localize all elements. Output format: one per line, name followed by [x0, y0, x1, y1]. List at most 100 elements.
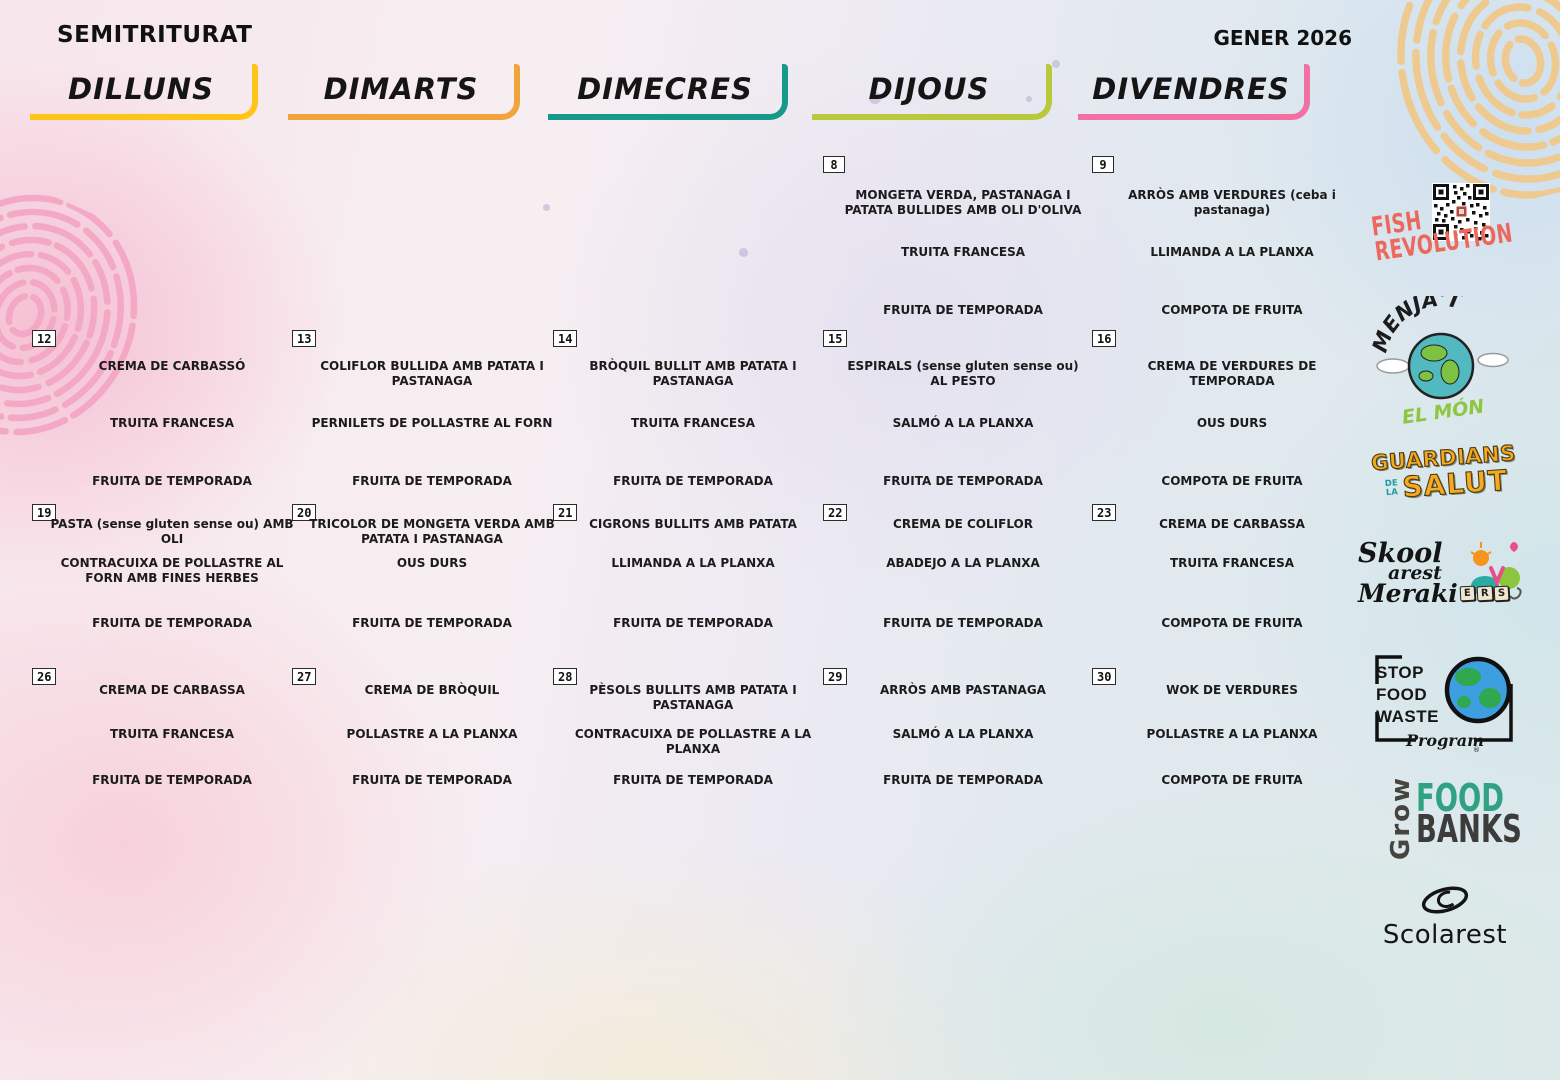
day-cell-29: 29 ARRÒS AMB PASTANAGA SALMÓ A LA PLANXA…: [823, 664, 1083, 836]
menu-dessert: FRUITA DE TEMPORADA: [883, 303, 1043, 317]
menu-second-course: CONTRACUIXA DE POLLASTRE AL FORN AMB FIN…: [60, 556, 284, 585]
menu-first-course: WOK DE VERDURES: [1166, 683, 1298, 697]
weekday-label: DIMARTS: [323, 72, 479, 106]
day-number-badge: 12: [32, 330, 57, 347]
cloud-left: [1376, 358, 1410, 374]
menu-second-course: TRUITA FRANCESA: [109, 727, 235, 741]
menu-first-course: CREMA DE VERDURES DE TEMPORADA: [1147, 359, 1317, 388]
day-cell-28: 28 PÈSOLS BULLITS AMB PATATA I PASTANAGA…: [553, 664, 813, 836]
menu-first-course: PASTA (sense gluten sense ou) AMB OLI: [50, 517, 294, 546]
stop-food-waste-logo: STOP FOOD WASTE Program ®: [1375, 655, 1513, 754]
day-cell-8: 8 MONGETA VERDA, PASTANAGA I PATATA BULL…: [823, 152, 1083, 324]
skool-text: Skool: [1358, 538, 1443, 569]
menu-first-course: CREMA DE BRÒQUIL: [364, 683, 500, 697]
menu-first-course: CREMA DE COLIFLOR: [893, 517, 1033, 531]
menu-first-course: ARRÒS AMB PASTANAGA: [880, 683, 1046, 697]
menu-second-course: SALMÓ A LA PLANXA: [892, 416, 1034, 430]
weekday-label: DIMECRES: [577, 72, 753, 106]
menu-dessert: FRUITA DE TEMPORADA: [352, 474, 512, 488]
registered-mark: ®: [1473, 746, 1480, 754]
day-cell-27: 27 CREMA DE BRÒQUIL POLLASTRE A LA PLANX…: [292, 664, 552, 836]
day-cell-21: 21 CIGRONS BULLITS AMB PATATA LLIMANDA A…: [553, 500, 813, 672]
menu-second-course: LLIMANDA A LA PLANXA: [1150, 245, 1314, 259]
weekday-label: DILLUNS: [68, 72, 214, 106]
key-r: R: [1476, 585, 1493, 602]
day-number-badge: 28: [553, 668, 578, 685]
day-cell-13: 13 COLIFLOR BULLIDA AMB PATATA I PASTANA…: [292, 326, 552, 498]
day-number-badge: 23: [1092, 504, 1117, 521]
day-number-badge: 15: [823, 330, 848, 347]
menu-second-course: TRUITA FRANCESA: [109, 416, 235, 430]
banks-text: BANKS: [1416, 807, 1522, 851]
day-cell-15: 15 ESPIRALS (sense gluten sense ou) AL P…: [823, 326, 1083, 498]
day-cell-30: 30 WOK DE VERDURES POLLASTRE A LA PLANXA…: [1092, 664, 1352, 836]
cloud-right: [1477, 352, 1509, 368]
day-number-badge: 22: [823, 504, 848, 521]
menu-first-course: CREMA DE CARBASSA: [99, 683, 245, 697]
day-number-badge: 19: [32, 504, 57, 521]
stop-text: STOP: [1376, 663, 1424, 682]
day-cell-26: 26 CREMA DE CARBASSA TRUITA FRANCESA FRU…: [32, 664, 292, 836]
key-e: E: [1459, 585, 1476, 602]
day-number-badge: 8: [823, 156, 845, 173]
watercolor-speckle: [1026, 96, 1032, 102]
menu-dessert: FRUITA DE TEMPORADA: [92, 616, 252, 630]
day-number-badge: 30: [1092, 668, 1117, 685]
heart-doodle: [1510, 542, 1518, 552]
menu-second-course: LLIMANDA A LA PLANXA: [611, 556, 775, 570]
menu-second-course: SALMÓ A LA PLANXA: [892, 727, 1034, 741]
guardians-de-la: DE LA: [1384, 478, 1399, 498]
menu-second-course: CONTRACUIXA DE POLLASTRE A LA PLANXA: [574, 727, 812, 756]
weekday-tab-dimarts: DIMARTS: [288, 64, 520, 120]
food-text: FOOD: [1376, 685, 1427, 704]
day-number-badge: 9: [1092, 156, 1114, 173]
menu-dessert: COMPOTA DE FRUITA: [1161, 773, 1303, 787]
day-cell-14: 14 BRÒQUIL BULLIT AMB PATATA I PASTANAGA…: [553, 326, 813, 498]
day-cell-16: 16 CREMA DE VERDURES DE TEMPORADA OUS DU…: [1092, 326, 1352, 498]
weekday-label: DIJOUS: [868, 72, 990, 106]
menu-dessert: FRUITA DE TEMPORADA: [613, 616, 773, 630]
menu-second-course: TRUITA FRANCESA: [630, 416, 756, 430]
menu-second-course: TRUITA FRANCESA: [1169, 556, 1295, 570]
day-number-badge: 14: [553, 330, 578, 347]
watercolor-speckle: [543, 204, 550, 211]
menu-first-course: BRÒQUIL BULLIT AMB PATATA I PASTANAGA: [589, 359, 797, 388]
menjat-el-mon-logo: MENJA'T EL MÓN: [1372, 296, 1509, 428]
weekday-tab-divendres: DIVENDRES: [1078, 64, 1310, 120]
menu-dessert: FRUITA DE TEMPORADA: [92, 773, 252, 787]
menu-first-course: CIGRONS BULLITS AMB PATATA: [589, 517, 797, 531]
menu-first-course: CREMA DE CARBASSA: [1159, 517, 1305, 531]
menu-dessert: FRUITA DE TEMPORADA: [92, 474, 252, 488]
menu-first-course: ARRÒS AMB VERDURES (ceba i pastanaga): [1128, 188, 1336, 217]
key-s: S: [1493, 585, 1510, 602]
arest-text: arest: [1388, 562, 1442, 584]
day-number-badge: 26: [32, 668, 57, 685]
day-number-badge: 27: [292, 668, 317, 685]
day-cell-23: 23 CREMA DE CARBASSA TRUITA FRANCESA COM…: [1092, 500, 1352, 672]
menu-first-course: ESPIRALS (sense gluten sense ou) AL PEST…: [847, 359, 1079, 388]
watercolor-speckle: [869, 92, 881, 104]
menu-first-course: CREMA DE CARBASSÓ: [98, 359, 246, 373]
day-cell-20: 20 TRICOLOR DE MONGETA VERDA AMB PATATA …: [292, 500, 555, 672]
menu-second-course: PERNILETS DE POLLASTRE AL FORN: [311, 416, 553, 430]
fingerprint-graphic-pink: [0, 194, 138, 436]
menu-first-course: TRICOLOR DE MONGETA VERDA AMB PATATA I P…: [309, 517, 555, 546]
program-text: Program: [1405, 731, 1484, 750]
menu-dessert: COMPOTA DE FRUITA: [1161, 474, 1303, 488]
watercolor-speckle: [739, 248, 748, 257]
menu-dessert: FRUITA DE TEMPORADA: [883, 773, 1043, 787]
menu-dessert: COMPOTA DE FRUITA: [1161, 303, 1303, 317]
menu-second-course: OUS DURS: [396, 556, 468, 570]
grow-text: Grow: [1386, 775, 1416, 860]
day-number-badge: 21: [553, 504, 578, 521]
weekday-label: DIVENDRES: [1092, 72, 1290, 106]
page-title: SEMITRITURAT: [57, 22, 253, 48]
food-text: FOOD: [1416, 775, 1504, 820]
menu-dessert: FRUITA DE TEMPORADA: [352, 773, 512, 787]
day-cell-22: 22 CREMA DE COLIFLOR ABADEJO A LA PLANXA…: [823, 500, 1083, 672]
menu-first-course: COLIFLOR BULLIDA AMB PATATA I PASTANAGA: [320, 359, 544, 388]
day-cell-9: 9 ARRÒS AMB VERDURES (ceba i pastanaga) …: [1092, 152, 1352, 324]
globe-icon: [1407, 332, 1475, 400]
menu-first-course: PÈSOLS BULLITS AMB PATATA I PASTANAGA: [589, 683, 797, 712]
day-number-badge: 16: [1092, 330, 1117, 347]
